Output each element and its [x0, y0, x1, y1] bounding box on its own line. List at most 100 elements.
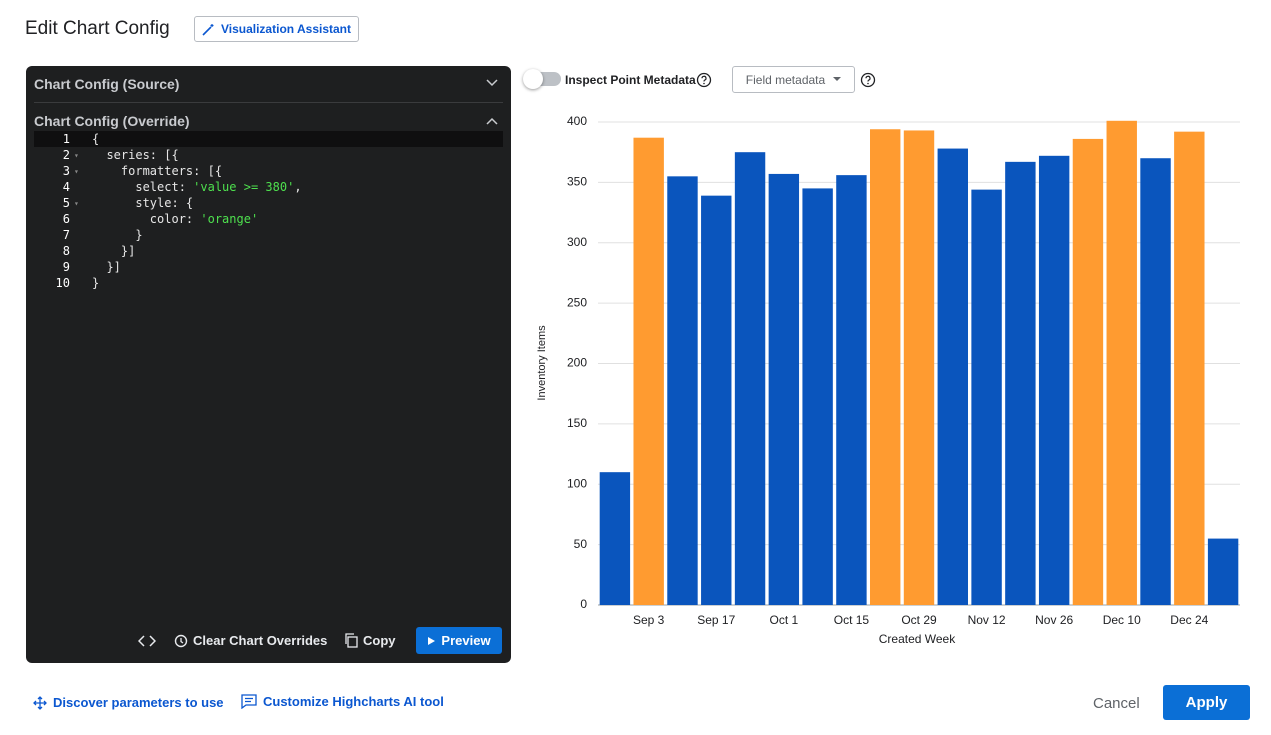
- code-line: 5 ▾ style: {: [34, 195, 503, 211]
- bar: [599, 472, 631, 605]
- bar: [937, 148, 968, 605]
- line-text: formatters: [{: [92, 164, 223, 178]
- x-tick-label: Sep 3: [633, 613, 665, 627]
- dropdown-label: Field metadata: [745, 72, 826, 87]
- editor-panel: Chart Config (Source) Chart Config (Over…: [26, 66, 511, 663]
- bar: [734, 152, 766, 605]
- x-tick-label: Nov 26: [1035, 613, 1073, 627]
- inspect-label: Inspect Point Metadata: [565, 73, 696, 87]
- line-number: 3: [62, 164, 70, 178]
- code-line: 10}: [34, 275, 503, 291]
- bar: [1106, 120, 1137, 606]
- x-tick-label: Oct 15: [834, 613, 870, 627]
- y-tick-label: 50: [574, 537, 588, 551]
- fold-marker: ▾: [74, 166, 79, 176]
- code-line: 4 select: 'value >= 380',: [34, 179, 503, 195]
- bar: [633, 137, 664, 605]
- bar: [768, 173, 800, 606]
- code-line: 3 ▾ formatters: [{: [34, 163, 503, 179]
- code-line: 2 ▾ series: [{: [34, 147, 503, 163]
- bar: [1005, 161, 1036, 605]
- code-toggle[interactable]: [138, 627, 156, 654]
- bar: [870, 129, 901, 605]
- line-number: 9: [62, 260, 70, 274]
- line-text: }: [92, 276, 100, 290]
- move-icon: [33, 695, 47, 710]
- field-metadata-dropdown[interactable]: Field metadata: [732, 66, 855, 93]
- customize-link[interactable]: Customize Highcharts AI tool: [241, 694, 444, 709]
- code-line: 6 color: 'orange': [34, 211, 503, 227]
- bar: [836, 175, 867, 605]
- chevron-up[interactable]: [486, 117, 498, 125]
- line-number: 6: [62, 212, 70, 226]
- cancel-button[interactable]: Cancel: [1093, 695, 1140, 712]
- history-icon: [174, 634, 188, 647]
- chevron-down[interactable]: [486, 79, 498, 87]
- line-number: 8: [62, 244, 70, 258]
- bar: [971, 189, 1002, 605]
- discover-link[interactable]: Discover parameters to use: [33, 695, 224, 710]
- line-number: 7: [62, 228, 70, 242]
- line-text: }]: [92, 260, 121, 274]
- x-tick-label: Nov 12: [968, 613, 1006, 627]
- code-line: 9 }]: [34, 259, 503, 275]
- x-axis-title: Created Week: [879, 632, 956, 646]
- line-number: 4: [62, 180, 70, 194]
- caret: [833, 77, 842, 81]
- apply-button[interactable]: Apply: [1163, 685, 1250, 720]
- line-text: color: 'orange': [92, 212, 259, 226]
- line-number: 10: [55, 276, 70, 290]
- code-editor[interactable]: 1{2 ▾ series: [{3 ▾ formatters: [{4 select…: [34, 131, 503, 291]
- y-tick-label: 150: [567, 416, 587, 430]
- y-tick-label: 400: [567, 114, 587, 128]
- clear-overrides[interactable]: Clear Chart Overrides: [174, 627, 327, 654]
- help-icon[interactable]: [860, 72, 876, 88]
- source-header[interactable]: Chart Config (Source): [34, 76, 180, 92]
- code-icon: [138, 634, 156, 647]
- toggle-knob: [523, 69, 543, 89]
- line-text: }: [92, 228, 143, 242]
- bar: [1072, 138, 1104, 605]
- copy-label: Copy: [363, 633, 396, 648]
- y-tick-label: 350: [567, 175, 587, 189]
- x-tick-label: Dec 10: [1103, 613, 1141, 627]
- comment-icon: [241, 694, 257, 709]
- x-tick-label: Sep 17: [697, 613, 735, 627]
- bar: [1174, 131, 1205, 605]
- copy-button[interactable]: Copy: [344, 627, 396, 654]
- bar: [903, 130, 935, 605]
- code-line: 8 }]: [34, 243, 503, 259]
- line-text: style: {: [92, 196, 194, 210]
- fold-marker: ▾: [74, 150, 79, 160]
- y-axis-title: Inventory Items: [536, 325, 548, 401]
- assistant-button[interactable]: Visualization Assistant: [194, 16, 359, 42]
- override-header[interactable]: Chart Config (Override): [34, 113, 190, 129]
- bar: [1038, 155, 1070, 605]
- y-tick-label: 250: [567, 295, 587, 309]
- y-tick-label: 0: [580, 597, 587, 611]
- bar: [802, 188, 833, 605]
- bar: [701, 195, 732, 605]
- clear-label: Clear Chart Overrides: [193, 633, 328, 648]
- line-text: series: [{: [92, 148, 179, 162]
- assistant-label: Visualization Assistant: [220, 22, 352, 36]
- preview-button[interactable]: Preview: [416, 627, 502, 654]
- line-number: 1: [62, 132, 70, 146]
- bar: [1140, 158, 1171, 605]
- fold-marker: ▾: [74, 198, 79, 208]
- chart: Inventory Items Created Week 0 50 100 150 20…: [536, 114, 1240, 646]
- copy-icon: [345, 633, 358, 648]
- bar: [667, 176, 698, 605]
- line-number: 2: [62, 148, 70, 162]
- line-text: {: [92, 132, 100, 146]
- code-line: 7 }: [34, 227, 503, 243]
- bar: [1207, 538, 1239, 605]
- x-tick-label: Oct 1: [769, 613, 798, 627]
- discover-label: Discover parameters to use: [53, 695, 224, 710]
- x-tick-label: Oct 29: [901, 613, 937, 627]
- separator: [34, 102, 503, 103]
- help-icon[interactable]: [696, 72, 712, 88]
- y-tick-label: 300: [567, 235, 587, 249]
- inspect-toggle[interactable]: [523, 69, 561, 89]
- code-line: 1{: [34, 131, 503, 147]
